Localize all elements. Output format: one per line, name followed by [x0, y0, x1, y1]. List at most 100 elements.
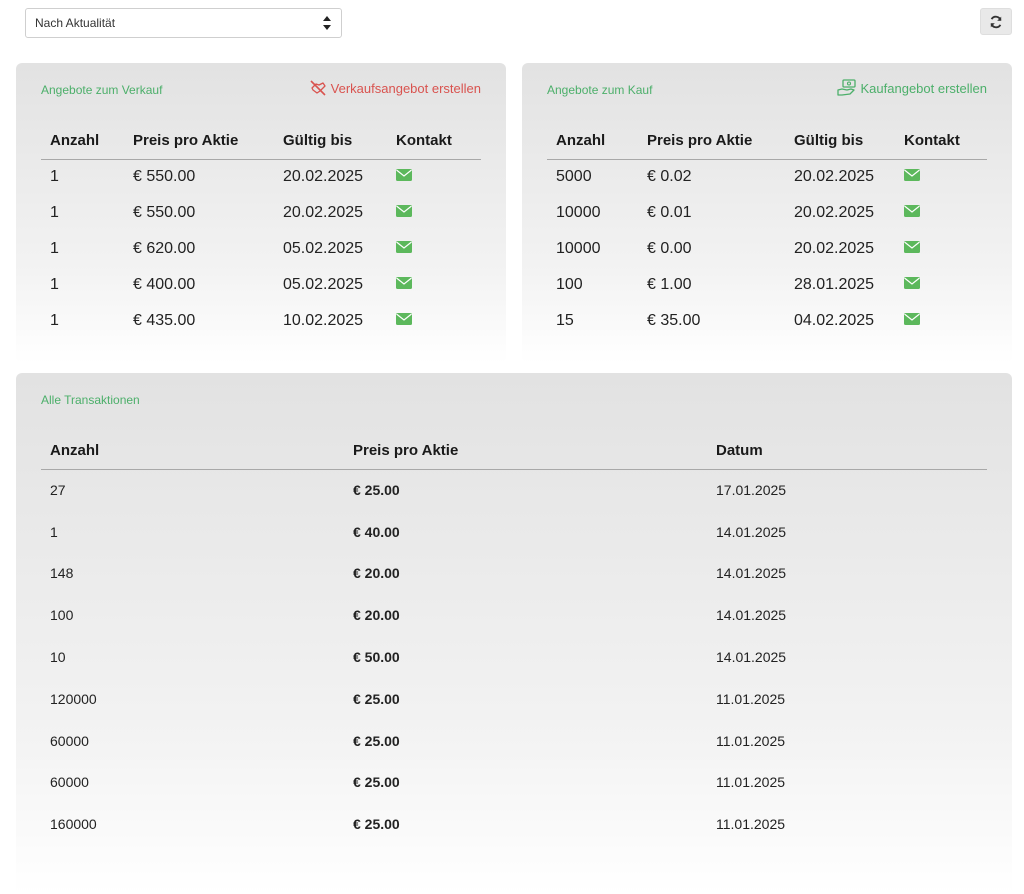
buy-offers-table: Anzahl Preis pro Aktie Gültig bis Kontak…: [547, 123, 987, 339]
cell-anzahl: 1: [50, 523, 58, 540]
table-row: 60000 € 25.00 11.01.2025: [41, 762, 987, 804]
cell-anzahl: 10000: [556, 240, 601, 257]
create-buy-offer-link[interactable]: Kaufangebot erstellen: [836, 79, 987, 97]
cell-gueltig: 20.02.2025: [283, 204, 364, 221]
contact-button[interactable]: [895, 231, 987, 267]
table-row: 10 € 50.00 14.01.2025: [41, 636, 987, 678]
cell-datum: 14.01.2025: [716, 565, 787, 582]
no-handshake-icon: [310, 80, 326, 96]
sell-offers-panel: Angebote zum Verkauf Verkaufsangebot ers…: [16, 63, 506, 363]
cell-anzahl: 1: [50, 168, 59, 186]
table-row: 148 € 20.00 14.01.2025: [41, 553, 987, 595]
table-row: 60000 € 25.00 11.01.2025: [41, 720, 987, 762]
contact-button[interactable]: [895, 303, 987, 339]
envelope-icon: [904, 313, 920, 325]
contact-button[interactable]: [895, 159, 987, 195]
sell-offers-table: Anzahl Preis pro Aktie Gültig bis Kontak…: [41, 123, 481, 339]
cell-datum: 11.01.2025: [716, 690, 786, 707]
table-header-row: Anzahl Preis pro Aktie Gültig bis Kontak…: [41, 123, 481, 160]
envelope-icon: [396, 277, 412, 289]
contact-button[interactable]: [895, 267, 987, 303]
table-row: 1 € 435.00 10.02.2025: [41, 303, 481, 339]
cell-gueltig: 28.01.2025: [794, 276, 875, 293]
cell-preis: € 25.00: [353, 816, 400, 833]
table-row: 1 € 550.00 20.02.2025: [41, 195, 481, 231]
cell-gueltig: 20.02.2025: [794, 168, 875, 186]
hand-money-icon: [836, 79, 856, 96]
table-row: 10000 € 0.01 20.02.2025: [547, 195, 987, 231]
cell-anzahl: 15: [556, 312, 574, 329]
buy-offers-panel: Angebote zum Kauf Kaufangebot erstellen …: [522, 63, 1012, 363]
sort-arrows-icon: [323, 16, 331, 30]
cell-anzahl: 1: [50, 204, 59, 221]
create-sell-offer-link[interactable]: Verkaufsangebot erstellen: [309, 79, 481, 97]
cell-preis: € 620.00: [133, 240, 196, 257]
envelope-icon: [904, 205, 920, 217]
contact-button[interactable]: [387, 267, 481, 303]
cell-preis: € 20.00: [353, 607, 400, 624]
cell-datum: 14.01.2025: [716, 649, 787, 666]
column-header-gueltig: Gültig bis: [274, 123, 387, 160]
cell-anzahl: 148: [50, 565, 74, 582]
envelope-icon: [396, 205, 412, 217]
column-header-anzahl: Anzahl: [41, 123, 124, 160]
table-row: 27 € 25.00 17.01.2025: [41, 469, 987, 511]
cell-preis: € 25.00: [353, 774, 400, 791]
envelope-icon: [904, 241, 920, 253]
column-header-kontakt: Kontakt: [387, 123, 481, 160]
refresh-button[interactable]: [980, 8, 1012, 35]
cell-gueltig: 20.02.2025: [794, 240, 875, 257]
table-row: 1 € 40.00 14.01.2025: [41, 511, 987, 553]
cell-preis: € 0.02: [647, 168, 692, 186]
cell-preis: € 0.01: [647, 204, 692, 221]
table-row: 10000 € 0.00 20.02.2025: [547, 231, 987, 267]
cell-preis: € 400.00: [133, 276, 196, 293]
cell-gueltig: 20.02.2025: [283, 168, 364, 186]
cell-preis: € 25.00: [353, 732, 400, 749]
toolbar: Nach Aktualität: [0, 0, 1024, 50]
sort-select-value: Nach Aktualität: [35, 16, 116, 30]
column-header-anzahl: Anzahl: [547, 123, 638, 160]
table-row: 1 € 550.00 20.02.2025: [41, 159, 481, 195]
cell-datum: 17.01.2025: [716, 482, 787, 499]
transactions-table: Anzahl Preis pro Aktie Datum 27 € 25.00 …: [41, 433, 987, 845]
cell-preis: € 20.00: [353, 565, 400, 582]
cell-anzahl: 1: [50, 276, 59, 293]
cell-datum: 11.01.2025: [716, 732, 786, 749]
cell-anzahl: 60000: [50, 732, 89, 749]
column-header-gueltig: Gültig bis: [785, 123, 895, 160]
cell-preis: € 25.00: [353, 482, 400, 499]
cell-preis: € 1.00: [647, 276, 692, 293]
envelope-icon: [904, 169, 920, 182]
sell-offers-title: Angebote zum Verkauf: [41, 83, 163, 97]
create-sell-offer-label: Verkaufsangebot erstellen: [330, 80, 481, 96]
contact-button[interactable]: [387, 231, 481, 267]
buy-offers-title: Angebote zum Kauf: [547, 83, 653, 97]
column-header-kontakt: Kontakt: [895, 123, 987, 160]
cell-anzahl: 60000: [50, 774, 89, 791]
contact-button[interactable]: [387, 195, 481, 231]
cell-datum: 11.01.2025: [716, 816, 786, 833]
contact-button[interactable]: [895, 195, 987, 231]
cell-preis: € 25.00: [353, 690, 400, 707]
cell-anzahl: 5000: [556, 168, 592, 186]
column-header-preis: Preis pro Aktie: [344, 433, 707, 470]
cell-anzahl: 10: [50, 649, 66, 666]
cell-gueltig: 05.02.2025: [283, 276, 364, 293]
cell-anzahl: 1: [50, 312, 59, 329]
cell-anzahl: 10000: [556, 204, 601, 221]
cell-preis: € 550.00: [133, 204, 196, 221]
cell-datum: 14.01.2025: [716, 607, 787, 624]
table-row: 100 € 1.00 28.01.2025: [547, 267, 987, 303]
sort-select[interactable]: Nach Aktualität: [25, 8, 342, 38]
cell-preis: € 35.00: [647, 312, 701, 329]
table-row: 5000 € 0.02 20.02.2025: [547, 159, 987, 195]
table-row: 15 € 35.00 04.02.2025: [547, 303, 987, 339]
cell-datum: 14.01.2025: [716, 523, 787, 540]
cell-preis: € 0.00: [647, 240, 692, 257]
create-buy-offer-label: Kaufangebot erstellen: [860, 80, 987, 96]
contact-button[interactable]: [387, 159, 481, 195]
table-header-row: Anzahl Preis pro Aktie Gültig bis Kontak…: [547, 123, 987, 160]
contact-button[interactable]: [387, 303, 481, 339]
table-row: 1 € 620.00 05.02.2025: [41, 231, 481, 267]
